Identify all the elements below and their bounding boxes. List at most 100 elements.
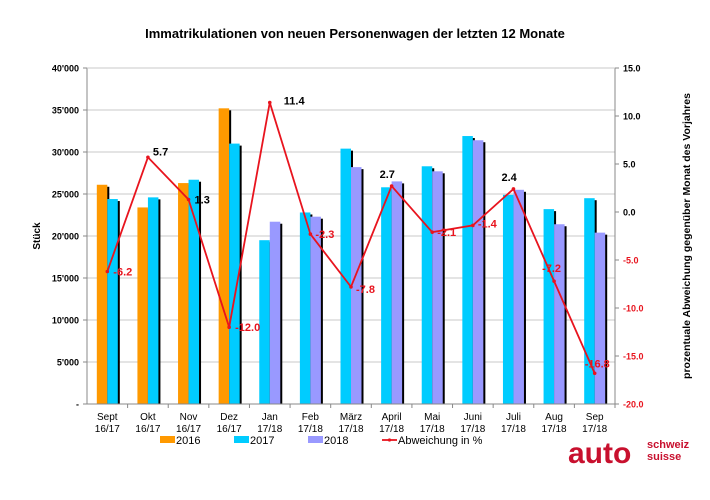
x-tick-label-season: 16/17 — [95, 424, 120, 435]
deviation-point — [267, 100, 272, 105]
x-tick-label: Okt — [140, 412, 156, 423]
bar-2016 — [218, 108, 230, 404]
x-tick-label-season: 17/18 — [501, 424, 526, 435]
deviation-point — [471, 223, 475, 228]
bar-2017 — [147, 197, 159, 404]
bar-2018 — [391, 181, 403, 404]
x-tick-label: März — [340, 412, 362, 423]
legend-line-marker — [387, 438, 392, 442]
deviation-label: -12.0 — [235, 322, 260, 334]
deviation-label: 2.7 — [380, 169, 395, 181]
deviation-label: 1.3 — [195, 195, 210, 207]
y2-tick-label: 5.0 — [623, 160, 636, 170]
bar-2017 — [340, 148, 351, 404]
y2-tick-label: -20.0 — [623, 400, 644, 410]
legend: 2016 2017 2018 Abweichung in % — [160, 435, 483, 447]
deviation-point — [511, 187, 516, 191]
deviation-label: -7.2 — [542, 263, 561, 275]
bar-2018 — [432, 171, 443, 404]
deviation-label: 5.7 — [153, 146, 168, 158]
bar-2016 — [137, 207, 148, 404]
bar-2018 — [513, 189, 524, 404]
y2-tick-label: 0.0 — [623, 208, 636, 218]
legend-swatch-2018 — [308, 436, 323, 443]
y-tick-label: 20'000 — [52, 232, 79, 242]
deviation-point — [186, 197, 191, 202]
y2-axis-label: prozentuale Abweichung gegenüber Monat d… — [681, 93, 693, 379]
deviation-label: 11.4 — [284, 96, 306, 108]
bar-2017 — [107, 199, 118, 404]
y2-tick-label: 15.0 — [623, 64, 641, 74]
x-tick-label: Juli — [506, 412, 521, 423]
x-tick-label: Aug — [545, 412, 563, 423]
bar-2017 — [381, 187, 392, 404]
bar-2017 — [421, 166, 433, 404]
deviation-label: -6.2 — [113, 267, 132, 279]
legend-label: 2017 — [250, 435, 274, 447]
bar-2018 — [594, 232, 606, 404]
deviation-point — [552, 279, 556, 283]
y-tick-label: 25'000 — [52, 190, 79, 200]
bar-2018 — [269, 221, 281, 404]
y2-tick-label: -10.0 — [623, 304, 644, 314]
y-tick-label: 5'000 — [57, 358, 79, 368]
logo-sub1: schweiz — [647, 439, 690, 451]
y-tick-label: 10'000 — [52, 316, 79, 326]
x-tick-label: Nov — [180, 412, 198, 423]
legend-swatch-2017 — [234, 436, 249, 443]
deviation-label: -16.8 — [585, 358, 610, 370]
y-tick-label: - — [76, 400, 79, 410]
x-tick-label: April — [382, 412, 402, 423]
y-tick-label: 30'000 — [52, 148, 79, 158]
legend-label: 2016 — [176, 435, 200, 447]
x-tick-label: Juni — [464, 412, 482, 423]
x-tick-label: Sept — [97, 412, 118, 423]
x-tick-label-season: 16/17 — [135, 424, 160, 435]
bar-2017 — [299, 212, 311, 404]
y2-tick-label: 10.0 — [623, 112, 641, 122]
x-tick-label-season: 17/18 — [542, 424, 567, 435]
x-tick-label-season: 17/18 — [379, 424, 404, 435]
x-tick-label: Feb — [302, 412, 320, 423]
x-tick-label-season: 17/18 — [298, 424, 323, 435]
x-tick-label-season: 17/18 — [582, 424, 607, 435]
deviation-label: -2.3 — [315, 229, 334, 241]
deviation-point — [146, 155, 150, 160]
bars — [96, 108, 608, 405]
deviation-label: -2.1 — [437, 227, 456, 239]
chart-title: Immatrikulationen von neuen Personenwage… — [145, 26, 565, 41]
deviation-point — [389, 184, 394, 188]
y-tick-label: 15'000 — [52, 274, 79, 284]
deviation-point — [592, 371, 597, 376]
deviation-point — [430, 230, 435, 234]
logo-sub2: suisse — [647, 451, 681, 463]
bar-2017 — [259, 240, 270, 404]
axes: - 5'000 10'000 15'000 20'000 25'000 30'000 35'0… — [52, 64, 644, 436]
x-tick-label: Mai — [424, 412, 440, 423]
deviation-label: -7.8 — [356, 284, 375, 296]
deviation-label: 2.4 — [501, 172, 517, 184]
x-tick-label-season: 17/18 — [338, 424, 363, 435]
bar-2018 — [310, 216, 321, 404]
y2-tick-label: -5.0 — [623, 256, 639, 266]
bar-2017 — [229, 143, 240, 404]
y-tick-label: 40'000 — [52, 64, 79, 74]
bar-2017 — [584, 198, 595, 404]
bar-2017 — [462, 136, 473, 405]
x-tick-label: Sep — [586, 412, 604, 423]
deviation-line: -6.2 5.7 1.3 -12.0 11.4 -2.3 -7.8 2.7 -2.1 -1.4 2.… — [105, 96, 610, 376]
x-tick-label-season: 17/18 — [420, 424, 445, 435]
logo-text: auto — [568, 437, 631, 470]
x-tick-label-season: 17/18 — [257, 424, 282, 435]
y-axis-label: Stück — [32, 222, 43, 250]
bar-2017 — [188, 179, 200, 404]
auto-schweiz-logo: auto schweiz suisse — [568, 437, 690, 470]
bar-2018 — [472, 140, 484, 405]
legend-label: 2018 — [324, 435, 348, 447]
x-tick-label: Dez — [220, 412, 238, 423]
deviation-label: -1.4 — [478, 218, 498, 230]
deviation-point — [349, 285, 353, 289]
deviation-point — [227, 325, 231, 330]
